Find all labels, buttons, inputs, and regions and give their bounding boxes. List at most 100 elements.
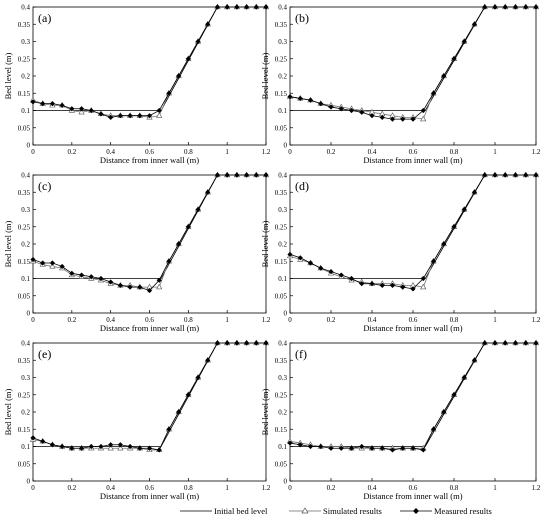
measured-point [98, 443, 104, 450]
measured-point [307, 260, 314, 266]
x-tick-label: 0.8 [184, 484, 193, 492]
x-tick-label: 0.6 [145, 316, 154, 324]
measured-point [471, 357, 478, 363]
x-tick-label: 0.2 [327, 316, 336, 324]
measured-point [127, 284, 133, 290]
simulated-point [156, 283, 163, 290]
x-axis-label: Distance from inner wall (m) [363, 155, 462, 165]
y-tick-label: 0.1 [21, 443, 30, 451]
measured-point [224, 340, 230, 346]
measured-point [108, 114, 114, 120]
y-tick-label: 0.25 [18, 223, 31, 231]
x-tick-label: 0.8 [184, 148, 193, 156]
x-axis-label: Distance from inner wall (m) [100, 491, 199, 501]
measured-point [185, 392, 191, 398]
measured-point [359, 109, 365, 115]
y-tick-label: 0.3 [21, 374, 30, 382]
plot-frame [289, 6, 537, 146]
measured-point [512, 4, 519, 10]
y-tick-label: 0.35 [275, 21, 288, 29]
x-tick-label: 0.8 [450, 484, 459, 492]
y-tick-label: 0.05 [275, 124, 288, 132]
chart-panel-1: 0 0.05 0.1 0.15 0.2 0.25 0.3 0.35 0.4 0 0.2 0.4 0.6 0… [3, 4, 271, 166]
measured-point [369, 445, 375, 451]
measured-point [523, 4, 529, 10]
measured-point [400, 284, 406, 290]
y-tick-label: 0.2 [278, 73, 287, 81]
measured-point [318, 443, 324, 450]
x-tick-label: 0.2 [67, 484, 76, 492]
measured-point [430, 258, 437, 264]
x-tick-label: 0.6 [409, 484, 418, 492]
x-tick-label: 0.6 [409, 316, 418, 324]
measured-point [318, 101, 324, 107]
y-tick-label: 0 [27, 310, 31, 318]
legend-measured-label: Measured results [434, 506, 492, 516]
x-tick-label: 1.2 [532, 316, 541, 324]
measured-point [328, 445, 334, 451]
measured-point [224, 172, 230, 178]
y-tick-label: 0.15 [275, 426, 288, 434]
measured-point [492, 172, 498, 178]
measured-point [482, 4, 488, 10]
measured-point [137, 445, 143, 451]
x-axis-label: Distance from inner wall (m) [363, 323, 462, 333]
measured-point [117, 282, 123, 288]
measured-point [224, 4, 230, 10]
panel-label: (c) [38, 179, 51, 193]
panel-label: (d) [295, 179, 309, 193]
measured-point [146, 445, 153, 451]
measured-point [263, 340, 269, 346]
y-tick-label: 0.05 [18, 460, 31, 468]
measured-point [117, 442, 123, 448]
measured-point [176, 73, 182, 79]
y-axis-label: Bed level (m) [260, 52, 270, 99]
measured-point [30, 435, 36, 441]
x-tick-label: 0.6 [409, 148, 418, 156]
x-tick-label: 0.4 [106, 316, 115, 324]
measured-point [400, 116, 406, 122]
simulated-point [78, 108, 85, 115]
measured-point [328, 104, 334, 110]
measured-point [243, 172, 250, 178]
measured-point [369, 281, 375, 287]
x-tick-label: 1 [493, 484, 497, 492]
simulated-point [156, 112, 163, 118]
y-tick-label: 0.15 [18, 426, 31, 434]
x-tick-label: 0 [31, 316, 35, 324]
measured-point [451, 392, 457, 398]
measured-point [253, 4, 259, 10]
y-tick-label: 0.2 [21, 409, 30, 417]
x-tick-label: 0.2 [327, 148, 336, 156]
legend-simulated-label: Simulated results [323, 506, 382, 516]
y-tick-label: 0.2 [278, 241, 287, 249]
measured-point [253, 340, 259, 346]
measured-point [78, 106, 85, 112]
measured-point [348, 275, 355, 282]
measured-point [502, 172, 508, 178]
x-tick-label: 0.2 [67, 316, 76, 324]
measured-point [410, 445, 416, 451]
x-tick-label: 0.8 [184, 316, 193, 324]
x-tick-label: 1.2 [532, 484, 541, 492]
legend-initial-label: Initial bed level [214, 506, 268, 516]
y-tick-label: 0.3 [278, 38, 287, 46]
x-tick-label: 0.8 [450, 148, 459, 156]
measured-point [471, 189, 478, 195]
x-tick-label: 0.4 [368, 316, 377, 324]
measured-point [441, 241, 447, 247]
series-line-1 [290, 6, 536, 111]
series-line-1 [290, 342, 536, 447]
series-line-3 [289, 174, 536, 290]
x-tick-label: 0 [288, 484, 292, 492]
y-axis-label: Bed level (m) [260, 388, 270, 435]
measured-point [287, 440, 293, 446]
measured-point [451, 224, 457, 230]
y-tick-label: 0.3 [21, 206, 30, 214]
measured-point [410, 286, 416, 292]
measured-point [369, 113, 375, 119]
measured-point [69, 270, 75, 276]
measured-point [512, 340, 519, 346]
measured-point [420, 447, 426, 453]
measured-point [461, 374, 467, 381]
